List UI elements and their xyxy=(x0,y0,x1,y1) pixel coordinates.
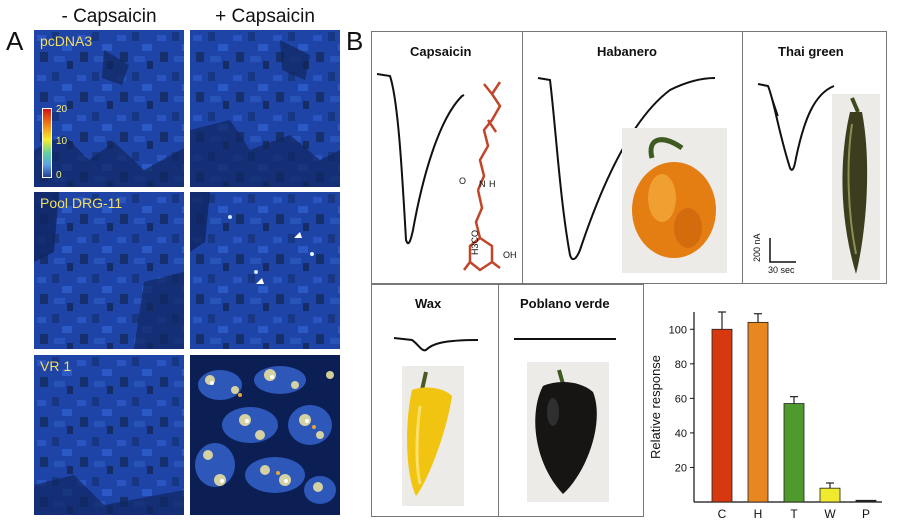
title-poblano-verde: Poblano verde xyxy=(520,296,610,311)
bar-h xyxy=(747,321,769,503)
y-tick-label: 60 xyxy=(675,393,687,405)
poblano-photo xyxy=(527,362,609,502)
image-vr1-plus xyxy=(190,355,340,515)
habanero-trace xyxy=(537,77,716,261)
y-tick-label: 80 xyxy=(675,359,687,371)
colorbar-tick-0: 0 xyxy=(56,170,62,181)
poblano-trace xyxy=(514,338,616,340)
panel-a-letter: A xyxy=(6,26,24,56)
y-tick-label: 100 xyxy=(669,324,687,336)
molecule-label-o: O xyxy=(459,176,467,186)
thai-green-trace xyxy=(757,83,835,171)
image-vr1-minus: VR 1 xyxy=(34,355,184,515)
colorbar-tick-10: 10 xyxy=(56,136,68,147)
colorbar-tick-20: 20 xyxy=(56,104,68,115)
x-tick-label: H xyxy=(754,507,763,520)
relative-response-chart: 20 40 60 80 100 Relative response C H T W P xyxy=(648,311,882,520)
image-pool-drg11-minus: Pool DRG-11 xyxy=(34,192,184,349)
bar-p xyxy=(855,499,877,503)
row-label-pool-drg11: Pool DRG-11 xyxy=(40,195,123,211)
thai-green-photo xyxy=(832,94,880,280)
habanero-photo xyxy=(622,128,727,273)
y-tick-label: 20 xyxy=(675,462,687,474)
title-habanero: Habanero xyxy=(597,44,657,59)
panel-b-letter: B xyxy=(346,26,364,56)
wax-trace xyxy=(393,337,479,352)
image-pcdna3-plus xyxy=(190,30,340,187)
column-header-minus-capsaicin: - Capsaicin xyxy=(61,6,157,27)
capsaicin-trace xyxy=(376,73,465,245)
title-wax: Wax xyxy=(415,296,442,311)
molecule-label-h3co: H3CO xyxy=(470,229,480,255)
row-label-vr1: VR 1 xyxy=(40,358,72,374)
image-pcdna3-minus: pcDNA3 20 10 0 xyxy=(34,30,184,187)
molecule-label-h: H xyxy=(489,179,496,189)
capsaicin-frame xyxy=(371,31,524,284)
row-label-pcdna3: pcDNA3 xyxy=(40,33,93,49)
capsaicin-molecule xyxy=(463,81,502,272)
bar-c xyxy=(711,328,733,503)
scale-current-label: 200 nA xyxy=(752,233,762,262)
molecule-label-n: N xyxy=(479,179,486,189)
y-axis-label: Relative response xyxy=(648,355,663,459)
wax-photo xyxy=(402,366,464,506)
bar-w xyxy=(819,487,841,503)
title-thai-green: Thai green xyxy=(778,44,844,59)
colorbar xyxy=(42,108,52,178)
molecule-label-oh: OH xyxy=(503,250,517,260)
x-tick-label: W xyxy=(824,507,836,520)
x-tick-label: T xyxy=(790,507,798,520)
scale-bar xyxy=(769,238,796,263)
image-pool-drg11-plus xyxy=(190,192,340,349)
column-header-plus-capsaicin: + Capsaicin xyxy=(215,6,315,27)
bar-t xyxy=(783,403,805,503)
x-tick-label: P xyxy=(862,507,870,520)
title-capsaicin: Capsaicin xyxy=(410,44,472,59)
x-tick-label: C xyxy=(718,507,727,520)
scale-time-label: 30 sec xyxy=(768,265,795,275)
y-tick-label: 40 xyxy=(675,428,687,440)
